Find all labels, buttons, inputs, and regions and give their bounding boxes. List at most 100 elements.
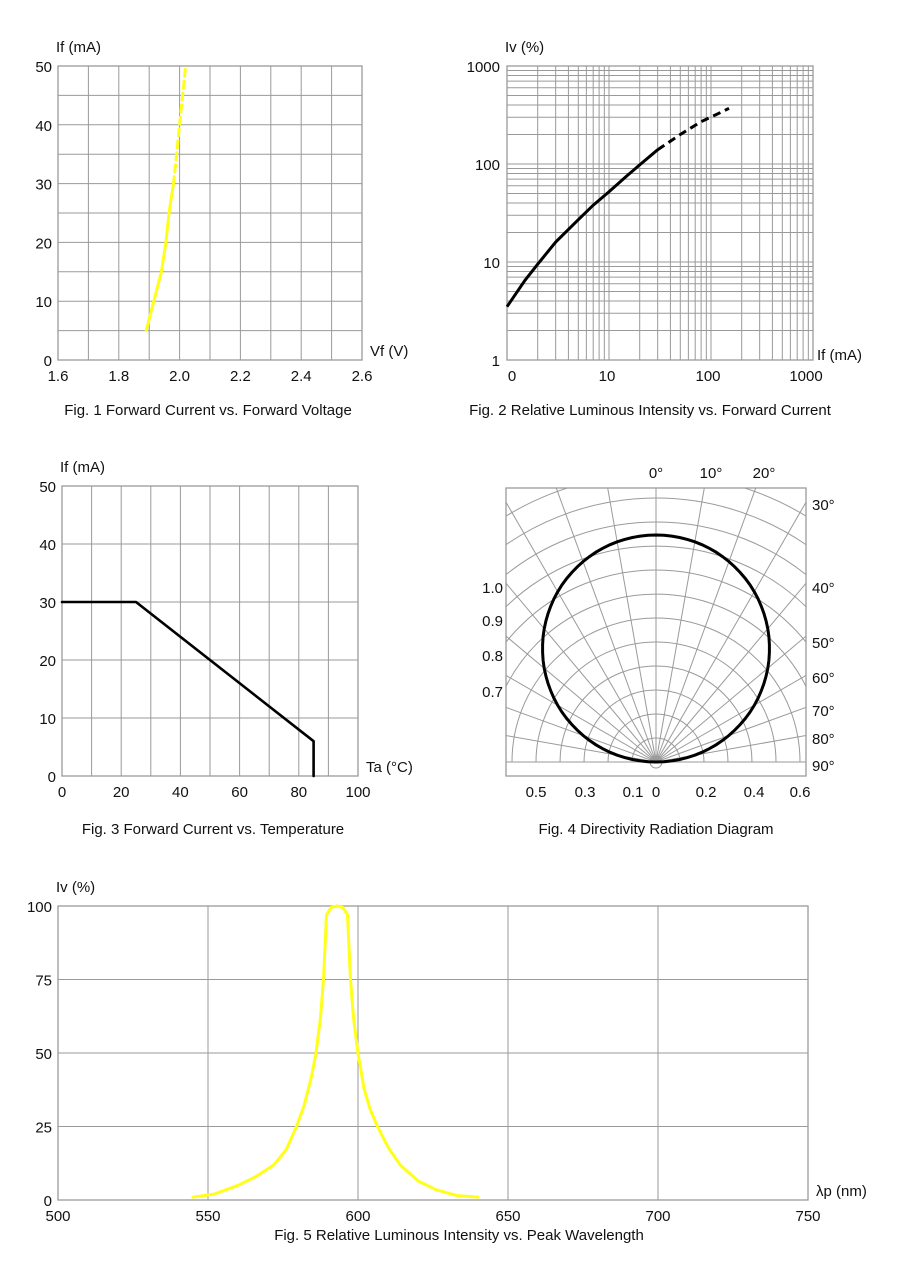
x-tick-label: 2.2 (230, 368, 251, 385)
radius-label-left: 1.0 (482, 580, 503, 597)
x-axis-label: Vf (V) (370, 343, 408, 360)
x-axis-label: λp (nm) (816, 1183, 867, 1200)
x-tick-label: 750 (795, 1208, 820, 1225)
plot-frame (506, 65, 814, 361)
radial-gridline (655, 735, 806, 763)
x-tick-label: 550 (195, 1208, 220, 1225)
x-tick-label: 500 (45, 1208, 70, 1225)
angle-label-right: 90° (812, 758, 835, 775)
x-tick-label: 600 (345, 1208, 370, 1225)
y-tick-label: 0 (44, 353, 52, 370)
y-tick-label: 1000 (467, 59, 500, 76)
arc-gridline (559, 665, 753, 763)
series-extrapolated (172, 64, 188, 186)
arc-gridline (506, 545, 806, 608)
plot-frame (61, 485, 359, 777)
y-axis-label: If (mA) (60, 459, 105, 476)
radial-gridline (555, 488, 657, 763)
radial-gridline (655, 488, 757, 763)
y-tick-label: 1 (492, 353, 500, 370)
bottom-scale-label: 0.5 (526, 784, 547, 801)
y-tick-label: 25 (35, 1120, 52, 1137)
radial-gridline (655, 635, 806, 763)
angle-label-top: 10° (700, 465, 723, 482)
x-tick-label: 1000 (789, 368, 822, 385)
x-axis-label: If (mA) (817, 347, 862, 364)
y-tick-label: 100 (27, 899, 52, 916)
x-tick-label: 80 (290, 784, 307, 801)
y-tick-label: 50 (35, 59, 52, 76)
arc-gridline (506, 569, 806, 644)
radial-gridline (655, 706, 806, 763)
arc-gridline (631, 737, 681, 763)
y-tick-label: 50 (39, 479, 56, 496)
y-tick-label: 30 (35, 177, 52, 194)
y-tick-label: 10 (483, 255, 500, 272)
series-derating (60, 600, 315, 778)
x-tick-label: 60 (231, 784, 248, 801)
y-tick-label: 20 (39, 653, 56, 670)
y-tick-label: 30 (39, 595, 56, 612)
series-measured (505, 148, 659, 308)
fig5-caption: Fig. 5 Relative Luminous Intensity vs. P… (274, 1227, 644, 1244)
x-tick-label: 650 (495, 1208, 520, 1225)
radius-label-left: 0.7 (482, 684, 503, 701)
chart-fig4: 0° 10° 20° 30° 40° 50° 60° 70° 80° 90° 1.0 0.9 0.8 0.… (482, 465, 835, 801)
bottom-scale-label: 0.3 (575, 784, 596, 801)
arc-gridline (535, 641, 777, 763)
y-tick-label: 0 (44, 1193, 52, 1210)
x-tick-label: 2.4 (291, 368, 312, 385)
radial-gridline (506, 582, 657, 763)
plot-frame (505, 487, 807, 777)
arc-gridline (506, 497, 806, 546)
y-tick-label: 10 (35, 294, 52, 311)
angle-label-right: 40° (812, 580, 835, 597)
radial-gridline (506, 635, 657, 763)
bottom-scale-label: 0.2 (696, 784, 717, 801)
y-tick-label: 20 (35, 235, 52, 252)
x-tick-label: 10 (599, 368, 616, 385)
angle-label-right: 30° (812, 497, 835, 514)
polar-grid (506, 488, 806, 769)
x-tick-label: 0 (58, 784, 66, 801)
x-tick-label: 100 (695, 368, 720, 385)
radial-gridline (655, 582, 806, 763)
arc-gridline (506, 593, 806, 688)
radial-gridline (607, 488, 657, 763)
x-tick-label: 1.8 (108, 368, 129, 385)
x-tick-label: 40 (172, 784, 189, 801)
y-tick-label: 100 (475, 157, 500, 174)
radial-gridline (506, 706, 657, 763)
arc-gridline (607, 713, 705, 763)
fig3-caption: Fig. 3 Forward Current vs. Temperature (81, 821, 345, 838)
plot-frame (57, 905, 809, 1201)
x-tick-label: 100 (345, 784, 370, 801)
y-tick-label: 10 (39, 711, 56, 728)
fig4-caption: Fig. 4 Directivity Radiation Diagram (538, 821, 774, 838)
y-axis-label: Iv (%) (56, 879, 95, 896)
angle-label-right: 50° (812, 635, 835, 652)
x-axis-label: Ta (°C) (366, 759, 413, 776)
angle-label-right: 80° (812, 731, 835, 748)
x-tick-label: 700 (645, 1208, 670, 1225)
radial-gridline (655, 501, 806, 763)
x-tick-label: 2.0 (169, 368, 190, 385)
angle-label-right: 60° (812, 670, 835, 687)
series-measured (144, 182, 175, 333)
y-axis-label: Iv (%) (505, 39, 544, 56)
bottom-scale-label: 0.1 (623, 784, 644, 801)
series-extrapolated (656, 106, 730, 151)
arc-gridline (583, 689, 729, 763)
y-axis-label: If (mA) (56, 39, 101, 56)
radial-gridline (506, 501, 657, 763)
radius-label-left: 0.8 (482, 648, 503, 665)
chart-fig2: 0 10 100 1000 1 10 100 1000 Iv (%) If (mA) (467, 39, 862, 385)
arc-gridline (506, 521, 806, 576)
angle-label-top: 0° (649, 465, 663, 482)
radius-label-left: 0.9 (482, 613, 503, 630)
y-tick-label: 40 (35, 118, 52, 135)
radial-gridline (655, 488, 705, 763)
radial-gridline (655, 674, 806, 763)
y-tick-label: 40 (39, 537, 56, 554)
